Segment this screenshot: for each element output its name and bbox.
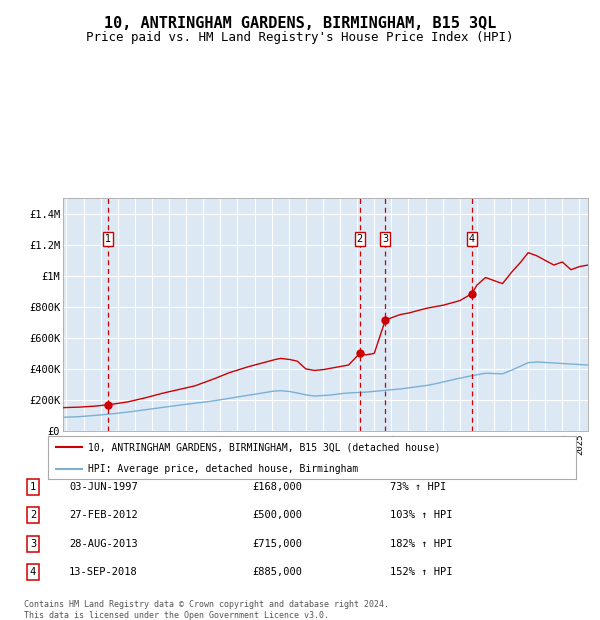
Text: 73% ↑ HPI: 73% ↑ HPI bbox=[390, 482, 446, 492]
Text: 28-AUG-2013: 28-AUG-2013 bbox=[69, 539, 138, 549]
Text: 1: 1 bbox=[105, 234, 111, 244]
Text: HPI: Average price, detached house, Birmingham: HPI: Average price, detached house, Birm… bbox=[88, 464, 358, 474]
Text: 4: 4 bbox=[30, 567, 36, 577]
Text: £885,000: £885,000 bbox=[252, 567, 302, 577]
Text: 152% ↑ HPI: 152% ↑ HPI bbox=[390, 567, 452, 577]
Text: 13-SEP-2018: 13-SEP-2018 bbox=[69, 567, 138, 577]
Text: 10, ANTRINGHAM GARDENS, BIRMINGHAM, B15 3QL (detached house): 10, ANTRINGHAM GARDENS, BIRMINGHAM, B15 … bbox=[88, 442, 440, 452]
Text: 2: 2 bbox=[356, 234, 363, 244]
Text: 10, ANTRINGHAM GARDENS, BIRMINGHAM, B15 3QL: 10, ANTRINGHAM GARDENS, BIRMINGHAM, B15 … bbox=[104, 16, 496, 30]
Text: £168,000: £168,000 bbox=[252, 482, 302, 492]
Text: Price paid vs. HM Land Registry's House Price Index (HPI): Price paid vs. HM Land Registry's House … bbox=[86, 31, 514, 44]
Text: 27-FEB-2012: 27-FEB-2012 bbox=[69, 510, 138, 520]
Text: 4: 4 bbox=[469, 234, 475, 244]
Text: 103% ↑ HPI: 103% ↑ HPI bbox=[390, 510, 452, 520]
Text: 182% ↑ HPI: 182% ↑ HPI bbox=[390, 539, 452, 549]
Text: 03-JUN-1997: 03-JUN-1997 bbox=[69, 482, 138, 492]
Text: £715,000: £715,000 bbox=[252, 539, 302, 549]
Text: 2: 2 bbox=[30, 510, 36, 520]
Text: Contains HM Land Registry data © Crown copyright and database right 2024.
This d: Contains HM Land Registry data © Crown c… bbox=[24, 600, 389, 619]
Text: 1: 1 bbox=[30, 482, 36, 492]
Text: £500,000: £500,000 bbox=[252, 510, 302, 520]
Text: 3: 3 bbox=[30, 539, 36, 549]
Text: 3: 3 bbox=[382, 234, 388, 244]
